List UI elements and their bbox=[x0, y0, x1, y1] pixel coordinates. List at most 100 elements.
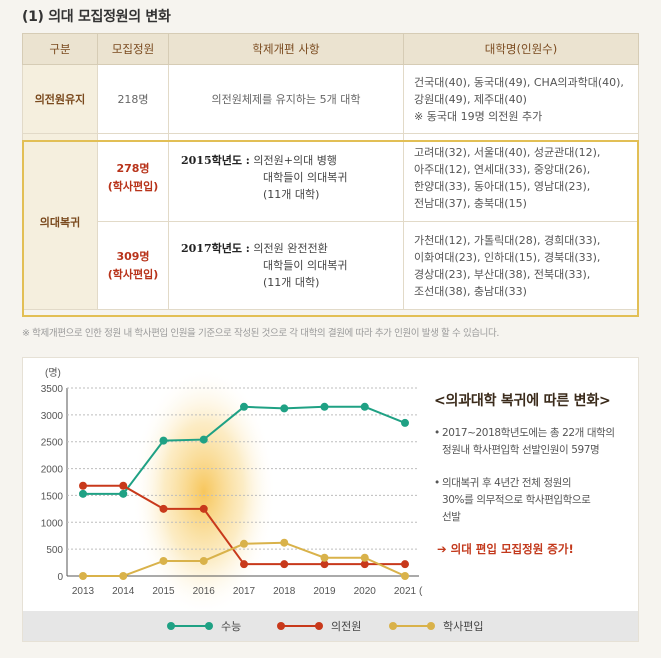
data-point bbox=[159, 504, 168, 513]
reform-year: 2017학년도 : bbox=[181, 242, 250, 255]
univ-line: ※ 동국대 19명 의전원 추가 bbox=[414, 109, 543, 123]
data-point bbox=[360, 560, 369, 569]
universities-2017: 가천대(12), 가톨릭대(28), 경희대(33), 이화여대(23), 인하… bbox=[403, 221, 639, 310]
side-note-2: • 의대복귀 후 4년간 전체 정원의 30%를 의무적으로 학사편입학으로 선발 bbox=[434, 475, 591, 526]
side-title: <의과대학 복귀에 따른 변화> bbox=[434, 393, 611, 409]
data-point bbox=[79, 572, 87, 580]
reform-line: 대학들이 의대복귀 bbox=[263, 259, 348, 272]
x-tick-label: 2014 bbox=[112, 586, 135, 597]
reform-keep: 의전원체제를 유지하는 5개 대학 bbox=[168, 64, 404, 134]
reform-line: 의전원+의대 병행 bbox=[253, 154, 337, 167]
data-point bbox=[280, 404, 289, 413]
reform-line: (11개 대학) bbox=[263, 276, 320, 289]
data-point bbox=[320, 553, 329, 562]
legend-swatch-dot bbox=[389, 622, 397, 630]
x-tick-label: 2017 bbox=[233, 586, 256, 597]
quota-2015: 278명 (학사편입) bbox=[97, 133, 169, 222]
data-point bbox=[240, 402, 248, 411]
data-point bbox=[320, 402, 329, 411]
univ-line: 전남대(37), 충북대(15) bbox=[414, 196, 527, 210]
legend-swatch-dot bbox=[427, 622, 435, 630]
section-title: (1) 의대 모집정원의 변화 bbox=[22, 9, 171, 25]
quota-type: (학사편입) bbox=[107, 179, 159, 193]
legend-swatch-dot bbox=[277, 622, 285, 630]
note-line: 30%를 의무적으로 학사편입학으로 bbox=[442, 494, 591, 506]
y-axis-label: (명) bbox=[45, 367, 61, 379]
data-point bbox=[401, 560, 409, 569]
legend-label: 학사편입 bbox=[443, 620, 483, 633]
side-note-1: • 2017~2018학년도에는 총 22개 대학의 정원내 학사편입학 선발인원… bbox=[434, 425, 615, 459]
y-tick-label: 2000 bbox=[41, 465, 64, 476]
legend-swatch-dot bbox=[167, 622, 175, 630]
x-tick-label: 2013 bbox=[72, 586, 95, 597]
univ-line: 강원대(49), 제주대(40) bbox=[414, 92, 527, 106]
x-tick-label: 2021 bbox=[394, 586, 417, 597]
univ-line: 고려대(32), 서울대(40), 성균관대(12), bbox=[414, 145, 601, 159]
line-chart: 0 500 1000 1500 2000 2500 3000 3500 (명) 2013 2014 2… bbox=[41, 367, 423, 613]
y-tick-label: 2500 bbox=[41, 438, 64, 449]
data-point bbox=[119, 572, 128, 580]
univ-line: 가천대(12), 가톨릭대(28), 경희대(33), bbox=[414, 233, 601, 247]
note-line: 의대복귀 후 4년간 전체 정원의 bbox=[442, 477, 572, 489]
table-header-row: 구분 모집정원 학제개편 사항 대학명(인원수) bbox=[22, 33, 639, 65]
data-point bbox=[79, 481, 87, 490]
quota-2017: 309명 (학사편입) bbox=[97, 221, 169, 310]
universities-2015: 고려대(32), 서울대(40), 성균관대(12), 아주대(12), 연세대… bbox=[403, 133, 639, 222]
data-point bbox=[280, 560, 289, 569]
reform-2017: 2017학년도 : 의전원 완전전환 대학들이 의대복귀 (11개 대학) bbox=[168, 221, 404, 310]
data-point bbox=[119, 481, 128, 490]
y-tick-label: 0 bbox=[57, 572, 63, 583]
reform-line: 의전원 완전전환 bbox=[253, 242, 328, 255]
y-tick-label: 3500 bbox=[41, 384, 64, 395]
note-line: 정원내 학사편입학 선발인원이 597명 bbox=[442, 444, 600, 456]
univ-line: 조선대(38), 충남대(33) bbox=[414, 284, 527, 298]
univ-line: 한양대(33), 동아대(15), 영남대(23), bbox=[414, 179, 591, 193]
header-quota: 모집정원 bbox=[97, 33, 169, 65]
category-keep: 의전원유지 bbox=[22, 64, 98, 134]
data-point bbox=[360, 402, 369, 411]
data-point bbox=[159, 436, 168, 445]
reform-line: (11개 대학) bbox=[263, 188, 320, 201]
legend-label: 수능 bbox=[221, 620, 241, 633]
data-point bbox=[199, 435, 208, 444]
data-point bbox=[119, 489, 128, 498]
y-tick-label: 1500 bbox=[41, 491, 64, 502]
chart-panel: 0 500 1000 1500 2000 2500 3000 3500 (명) 2013 2014 2… bbox=[22, 357, 639, 642]
table-row-return-2015: 의대복귀 278명 (학사편입) 2015학년도 : 의전원+의대 병행 대학들… bbox=[22, 133, 639, 310]
category-return: 의대복귀 bbox=[22, 133, 98, 310]
universities-keep: 건국대(40), 동국대(49), CHA의과학대(40), 강원대(49), … bbox=[403, 64, 639, 134]
highlight-glow bbox=[131, 367, 276, 613]
data-point bbox=[240, 539, 248, 548]
table-row-return-2017: 309명 (학사편입) 2017학년도 : 의전원 완전전환 대학들이 의대복귀… bbox=[23, 221, 639, 310]
data-point bbox=[159, 556, 168, 565]
x-tick-label: 2015 bbox=[152, 586, 175, 597]
x-tick-label: 2019 bbox=[313, 586, 336, 597]
legend-swatch-dot bbox=[315, 622, 323, 630]
header-category: 구분 bbox=[22, 33, 98, 65]
legend-swatch-dot bbox=[205, 622, 213, 630]
data-point bbox=[360, 553, 369, 562]
data-point bbox=[199, 504, 208, 513]
reform-year: 2015학년도 : bbox=[181, 154, 250, 167]
footnote: ※ 학제개편으로 인한 정원 내 학사편입 인원을 기준으로 작성된 것으로 각… bbox=[22, 328, 499, 339]
reform-line: 대학들이 의대복귀 bbox=[263, 171, 348, 184]
legend-graphic: 수능 의전원 학사편입 bbox=[167, 620, 483, 633]
quota-value: 309명 bbox=[116, 249, 150, 263]
univ-line: 건국대(40), 동국대(49), CHA의과학대(40), bbox=[414, 75, 624, 89]
quota-keep: 218명 bbox=[97, 64, 169, 134]
quota-type: (학사편입) bbox=[107, 267, 159, 281]
data-point bbox=[199, 556, 208, 565]
header-universities: 대학명(인원수) bbox=[403, 33, 639, 65]
y-tick-label: 3000 bbox=[41, 411, 64, 422]
legend-label: 의전원 bbox=[331, 620, 361, 633]
quota-value: 278명 bbox=[116, 161, 150, 175]
reform-2015: 2015학년도 : 의전원+의대 병행 대학들이 의대복귀 (11개 대학) bbox=[168, 133, 404, 222]
univ-line: 아주대(12), 연세대(33), 중앙대(26), bbox=[414, 162, 591, 176]
x-tick-label: 2020 bbox=[354, 586, 377, 597]
y-tick-label: 1000 bbox=[41, 518, 64, 529]
univ-line: 이화여대(23), 인하대(15), 경북대(33), bbox=[414, 250, 601, 264]
data-point bbox=[79, 489, 87, 498]
univ-line: 경상대(23), 부산대(38), 전북대(33), bbox=[414, 267, 591, 281]
header-reform: 학제개편 사항 bbox=[168, 33, 404, 65]
x-tick-label: 2016 bbox=[193, 586, 216, 597]
